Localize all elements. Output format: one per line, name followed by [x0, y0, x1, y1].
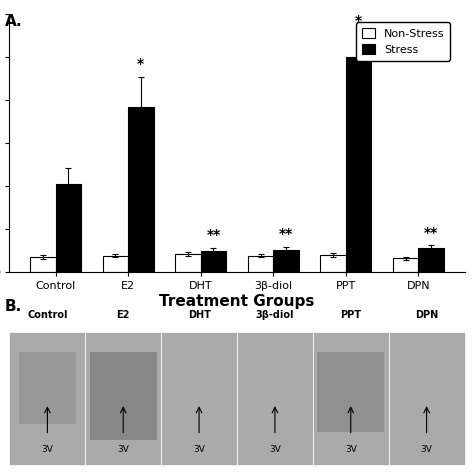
Text: 3V: 3V: [420, 445, 433, 454]
Text: 3V: 3V: [193, 445, 205, 454]
Bar: [103, 255, 128, 272]
Bar: [55, 184, 81, 272]
Bar: [237, 332, 313, 465]
Bar: [30, 257, 55, 272]
Bar: [248, 255, 273, 272]
Text: DHT: DHT: [188, 310, 210, 319]
Bar: [389, 332, 465, 465]
Bar: [175, 254, 201, 272]
Bar: [419, 248, 444, 272]
Text: A.: A.: [5, 14, 22, 29]
Text: B.: B.: [5, 299, 22, 314]
Text: Control: Control: [27, 310, 68, 319]
Bar: [161, 332, 237, 465]
Bar: [128, 107, 154, 272]
Text: DPN: DPN: [415, 310, 438, 319]
Bar: [201, 251, 226, 272]
Text: **: **: [279, 228, 293, 241]
Legend: Non-Stress, Stress: Non-Stress, Stress: [356, 22, 450, 61]
Text: *: *: [355, 14, 362, 28]
Bar: [318, 352, 384, 432]
Bar: [346, 57, 371, 272]
Text: 3V: 3V: [269, 445, 281, 454]
Text: 3β-diol: 3β-diol: [255, 310, 294, 319]
Text: **: **: [206, 228, 220, 242]
Bar: [320, 255, 346, 272]
Bar: [9, 332, 85, 465]
Text: PPT: PPT: [340, 310, 361, 319]
Bar: [393, 258, 419, 272]
Bar: [85, 332, 161, 465]
X-axis label: Treatment Groups: Treatment Groups: [159, 294, 315, 309]
Text: 3V: 3V: [117, 445, 129, 454]
Text: E2: E2: [117, 310, 130, 319]
Text: 3V: 3V: [41, 445, 54, 454]
Bar: [18, 352, 76, 424]
Bar: [273, 250, 299, 272]
Text: **: **: [424, 226, 438, 240]
Text: *: *: [137, 57, 145, 72]
Text: 3V: 3V: [345, 445, 357, 454]
Bar: [90, 352, 156, 440]
Bar: [313, 332, 389, 465]
